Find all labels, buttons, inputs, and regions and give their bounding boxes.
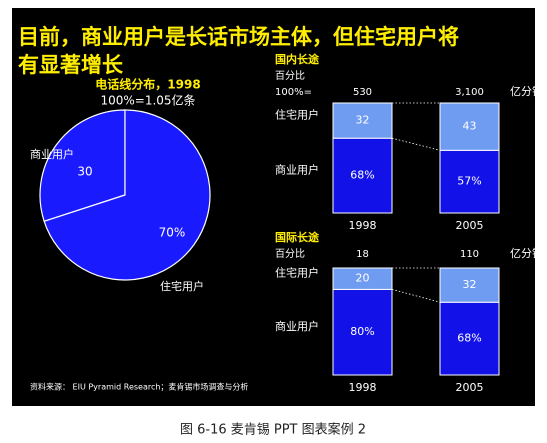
x-category-label: 2005 (456, 381, 484, 394)
total-label: 530 (353, 87, 372, 98)
bar-segment (439, 102, 500, 151)
pie-subtitle: 100%=1.05亿条 (100, 93, 195, 108)
bar-segment (332, 137, 393, 214)
slice-name-label: 商业用户 (30, 147, 74, 161)
bar-segment (332, 288, 393, 376)
segment-value-label: 32 (356, 114, 370, 127)
segment-value-label: 80% (350, 325, 374, 338)
legend-label: 商业用户 (275, 319, 319, 333)
segment-value-label: 68% (457, 332, 481, 345)
connector-line (391, 289, 441, 303)
slide-title: 目前，商业用户是长话市场主体，但住宅用户将 (18, 25, 459, 49)
segment-value-label: 43 (463, 120, 477, 133)
legend-label: 住宅用户 (275, 266, 319, 280)
x-category-label: 1998 (349, 219, 377, 232)
segment-value-label: 68% (350, 169, 374, 182)
segment-value-label: 20 (356, 272, 370, 285)
pie-title: 电话线分布，1998 (95, 77, 200, 92)
unit-label: 亿分钟 (510, 246, 543, 260)
panel-subtitle: 百分比 (275, 70, 305, 82)
pie-slice (39, 109, 126, 223)
panel-subtitle: 百分比 (275, 248, 305, 260)
bar-segment (439, 267, 500, 303)
total-label: 18 (356, 249, 369, 260)
unit-label: 亿分钟 (510, 84, 543, 98)
total-label: 3,100 (455, 87, 484, 98)
panel-title: 国内长途 (275, 52, 320, 66)
connector-line (391, 137, 441, 151)
total-name: 100%= (275, 87, 312, 98)
slice-value-label: 30 (77, 165, 92, 179)
total-label: 110 (460, 249, 479, 260)
x-category-label: 2005 (456, 219, 484, 232)
slide-title: 有显著增长 (18, 53, 124, 77)
segment-value-label: 32 (463, 278, 477, 291)
segment-value-label: 57% (457, 175, 481, 188)
panel-title: 国际长途 (275, 230, 320, 244)
bar-segment (439, 301, 500, 376)
legend-label: 住宅用户 (275, 108, 319, 122)
bar-segment (332, 267, 393, 290)
slice-value-label: 70% (159, 226, 186, 240)
legend-label: 商业用户 (275, 163, 319, 177)
source-note: 资料来源： EIU Pyramid Research；麦肯锡市场调查与分析 (30, 382, 248, 392)
bar-segment (332, 102, 393, 139)
figure-caption: 图 6-16 麦肯锡 PPT 图表案例 2 (180, 423, 366, 438)
x-category-label: 1998 (349, 381, 377, 394)
slice-name-label: 住宅用户 (160, 279, 204, 293)
pie-slice (43, 109, 211, 281)
